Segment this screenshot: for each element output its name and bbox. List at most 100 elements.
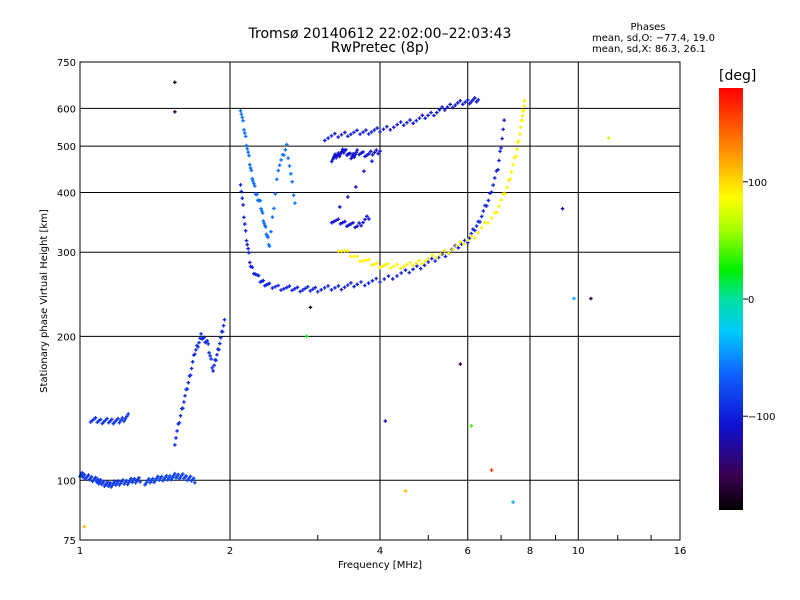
echo-point — [176, 472, 181, 477]
echo-point — [315, 289, 320, 294]
echo-point — [117, 420, 122, 425]
echo-point — [492, 176, 497, 180]
echo-point — [395, 122, 399, 127]
x-tick-label: 2 — [227, 546, 233, 557]
echo-point — [130, 480, 135, 485]
echo-point — [411, 121, 415, 126]
echo-point — [346, 134, 350, 139]
echo-point — [211, 369, 215, 373]
y-tick-label: 400 — [57, 188, 76, 199]
echo-point — [173, 471, 177, 476]
echo-point — [391, 125, 396, 130]
echo-point — [181, 406, 185, 411]
echo-point — [366, 257, 371, 262]
echo-point — [212, 363, 216, 368]
x-tick-label: 16 — [674, 546, 687, 557]
echo-point — [426, 113, 430, 118]
echo-point — [414, 118, 419, 123]
echo-point — [458, 240, 462, 244]
echo-point — [407, 270, 412, 275]
echo-point — [149, 478, 154, 483]
echo-point — [511, 162, 515, 167]
echo-point — [392, 264, 396, 269]
echo-point — [336, 284, 341, 288]
echo-point — [98, 417, 103, 422]
echo-point — [270, 215, 275, 219]
echo-point — [472, 96, 477, 100]
echo-point — [378, 265, 382, 270]
colorbar-tick-label: 0 — [748, 295, 754, 306]
echo-point — [247, 162, 252, 167]
echo-point — [175, 429, 179, 433]
echo-point — [381, 127, 386, 132]
echo-point — [354, 185, 358, 189]
chart-subtitle: RwPretec (8p) — [330, 40, 430, 56]
echo-point — [156, 474, 160, 479]
echo-point — [86, 473, 91, 477]
echo-point — [279, 288, 283, 292]
echo-point — [292, 287, 297, 291]
echo-point — [469, 424, 474, 428]
echo-point — [220, 329, 225, 334]
x-tick-label: 8 — [527, 546, 533, 557]
echo-point — [426, 256, 431, 261]
echo-point — [367, 217, 371, 221]
x-tick-label: 1 — [77, 546, 83, 557]
echo-point — [433, 259, 437, 263]
echo-point — [339, 287, 344, 292]
echo-point — [308, 289, 313, 293]
echo-point — [499, 198, 503, 202]
echo-point — [465, 238, 470, 242]
echo-point — [255, 192, 259, 197]
echo-point — [382, 277, 387, 281]
echo-point — [429, 256, 434, 261]
echo-point — [123, 417, 128, 421]
echo-point — [144, 481, 149, 485]
echo-point — [188, 373, 193, 377]
echo-point — [518, 132, 522, 136]
echo-point — [105, 416, 109, 421]
echo-point — [112, 479, 117, 484]
echo-point — [295, 285, 300, 290]
echo-point — [269, 229, 273, 234]
echo-point — [355, 254, 359, 258]
echo-point — [350, 154, 354, 158]
echo-point — [448, 102, 452, 107]
echo-point — [443, 254, 448, 259]
echo-point — [489, 216, 494, 220]
echo-point — [340, 220, 345, 225]
y-tick-label: 500 — [57, 142, 76, 153]
echo-point — [246, 246, 250, 251]
echo-point — [362, 169, 366, 173]
echo-point — [440, 105, 444, 109]
echo-point — [372, 262, 377, 267]
echo-point — [390, 277, 395, 281]
echo-point — [341, 150, 346, 155]
echo-point — [119, 418, 123, 423]
echo-point — [517, 139, 521, 143]
echo-point — [222, 317, 227, 322]
colorbar-tick-label: 100 — [748, 178, 767, 189]
echo-point — [132, 476, 137, 481]
echo-point — [329, 134, 334, 138]
echo-point — [267, 244, 272, 249]
echo-point — [366, 132, 371, 136]
echo-point — [434, 110, 439, 115]
echo-point — [336, 135, 340, 139]
y-axis-label: Stationary phase Virtual Height [km] — [39, 209, 50, 393]
echo-point — [115, 481, 119, 485]
echo-point — [338, 152, 343, 156]
echo-point — [451, 247, 455, 252]
echo-point — [263, 225, 268, 229]
echo-point — [442, 248, 447, 253]
echo-point — [116, 416, 120, 421]
echo-point — [182, 400, 186, 404]
echo-point — [214, 358, 218, 363]
echo-point — [110, 483, 114, 488]
echo-point — [378, 149, 382, 153]
echo-point — [349, 254, 353, 259]
echo-point — [380, 264, 385, 269]
echo-point — [108, 481, 113, 485]
echo-point — [313, 285, 318, 290]
echo-point — [246, 150, 250, 155]
